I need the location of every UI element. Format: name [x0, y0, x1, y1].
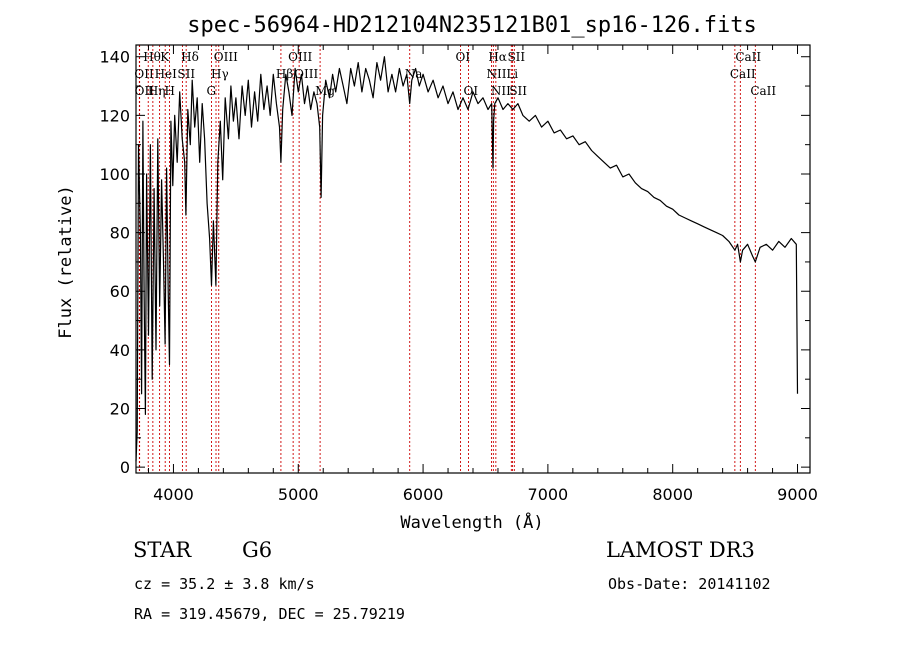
y-tick-label: 80 [110, 224, 130, 243]
y-tick-label: 20 [110, 400, 130, 419]
spectral-line-label: G [207, 84, 217, 98]
x-axis-ticks: 4000 5000 6000 7000 8000 9000 [147, 45, 818, 504]
y-tick-label: 120 [99, 106, 130, 125]
x-tick-label: 5000 [278, 485, 319, 504]
spectral-line-label: CaII [750, 84, 776, 98]
y-tick-label: 140 [99, 48, 130, 67]
spectral-line-label: OII [134, 67, 154, 81]
spectral-line-label: Hδ [181, 50, 199, 64]
object-class: STAR [133, 538, 192, 562]
spectral-line-label: OIII [214, 50, 238, 64]
spectral-line-label: K [160, 50, 170, 64]
spectral-line-label: Li [506, 67, 518, 81]
redshift-info: cz = 35.2 ± 3.8 km/s [134, 575, 315, 593]
spectral-line-label: SII [509, 84, 527, 98]
obs-date-info: Obs-Date: 20141102 [608, 575, 771, 593]
x-tick-label: 7000 [528, 485, 569, 504]
spectral-line-label: HeI [155, 67, 178, 81]
x-tick-label: 6000 [403, 485, 444, 504]
spectral-line-label: OIII [294, 67, 318, 81]
spectral-line-label: Hγ [211, 67, 229, 81]
survey-name: LAMOST DR3 [606, 538, 755, 562]
spectral-line-label: NII [491, 84, 511, 98]
x-axis-label: Wavelength (Å) [400, 511, 543, 533]
y-axis-ticks: 0 20 40 60 80 100 120 140 [99, 48, 810, 477]
spectrum-series-line [135, 56, 799, 462]
x-tick-label: 8000 [652, 485, 693, 504]
y-tick-label: 0 [120, 458, 130, 477]
spectral-line-markers [138, 45, 756, 473]
y-tick-label: 40 [110, 341, 130, 360]
spectral-line-label: SII [507, 50, 525, 64]
spectral-line-label: NII [486, 67, 506, 81]
spectral-line-label: OII [135, 84, 155, 98]
spectral-line-label: Hη [148, 84, 166, 98]
y-tick-label: 100 [99, 165, 130, 184]
x-tick-label: 9000 [777, 485, 818, 504]
x-tick-label: 4000 [153, 485, 194, 504]
spectral-line-label: OI [456, 50, 471, 64]
y-axis-label: Flux (relative) [56, 185, 76, 339]
spectral-line-label: CaII [730, 67, 756, 81]
chart-title: spec-56964-HD212104N235121B01_sp16-126.f… [187, 13, 757, 38]
spectral-line-label: SII [177, 67, 195, 81]
y-tick-label: 60 [110, 282, 130, 301]
coordinates-info: RA = 319.45679, DEC = 25.79219 [134, 605, 405, 623]
object-subclass: G6 [242, 538, 273, 562]
spectral-line-label: OIII [288, 50, 312, 64]
spectral-line-label: Hθ [143, 50, 161, 64]
spectral-line-label: Hβ [276, 67, 293, 81]
spectral-line-label: H [164, 84, 174, 98]
spectral-line-label: OI [464, 84, 479, 98]
spectral-line-label: Hα [488, 50, 507, 64]
spectral-line-label: CaII [735, 50, 761, 64]
